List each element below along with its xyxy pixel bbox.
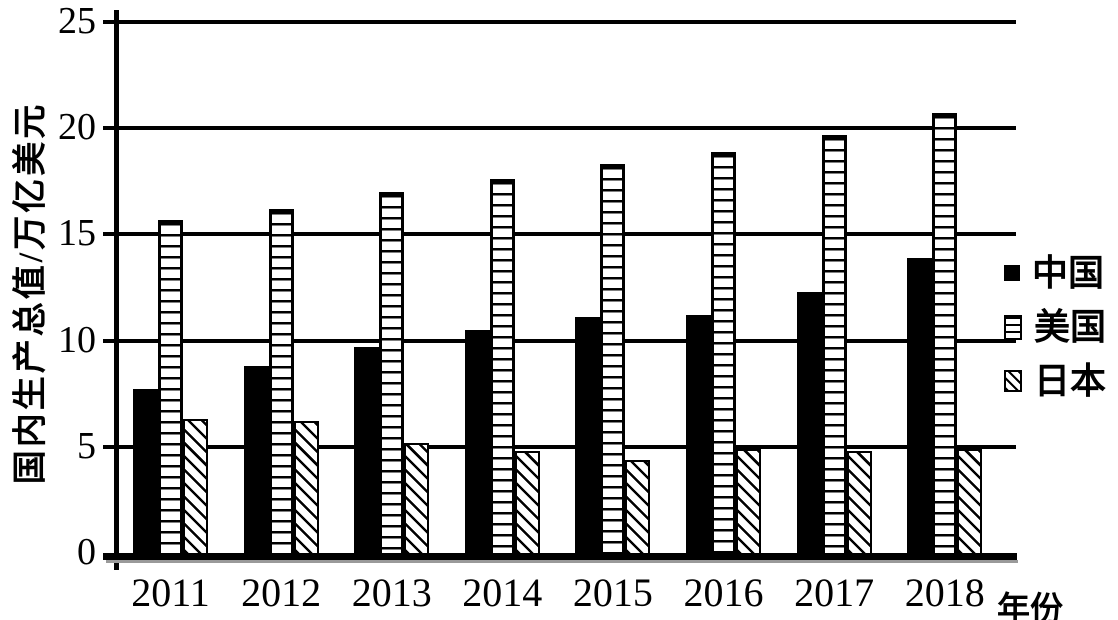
bar-china-2018 bbox=[907, 257, 933, 553]
legend-label-china: 中国 bbox=[1032, 253, 1105, 293]
gridline-20 bbox=[103, 126, 1016, 131]
legend-label-usa: 美国 bbox=[1034, 307, 1107, 347]
x-tick-label-2013: 2013 bbox=[351, 570, 432, 615]
legend: 中国 美国 日本 bbox=[1004, 246, 1106, 408]
x-axis-shadow bbox=[106, 560, 1018, 563]
bar-japan-2017 bbox=[846, 451, 872, 553]
gridline-25 bbox=[103, 20, 1016, 24]
bar-china-2012 bbox=[243, 366, 269, 553]
y-tick-label-25: 25 bbox=[58, 0, 96, 43]
bar-usa-2014 bbox=[489, 179, 515, 553]
bar-usa-2018 bbox=[932, 113, 958, 553]
y-tick-label-15: 15 bbox=[58, 212, 96, 255]
y-tick-label-10: 10 bbox=[58, 318, 96, 361]
bar-usa-2015 bbox=[600, 164, 626, 553]
bar-usa-2011 bbox=[158, 219, 183, 553]
bar-china-2014 bbox=[464, 329, 490, 553]
bar-china-2016 bbox=[686, 315, 711, 553]
bar-usa-2013 bbox=[379, 191, 405, 553]
legend-item-japan: 日本 bbox=[1004, 354, 1106, 408]
x-tick-label-2014: 2014 bbox=[462, 570, 543, 615]
bar-china-2015 bbox=[575, 317, 601, 553]
bar-usa-2012 bbox=[268, 208, 294, 553]
x-tick-label-2015: 2015 bbox=[572, 570, 653, 615]
x-tick-label-2016: 2016 bbox=[683, 570, 764, 615]
usa-hstripe-swatch-icon bbox=[1004, 314, 1022, 340]
japan-dstripe-swatch-icon bbox=[1004, 370, 1022, 392]
legend-item-usa: 美国 bbox=[1004, 300, 1106, 354]
bar-china-2017 bbox=[796, 291, 822, 553]
bar-japan-2014 bbox=[514, 451, 540, 553]
bar-japan-2013 bbox=[404, 442, 430, 553]
bar-china-2013 bbox=[354, 346, 380, 553]
bar-japan-2016 bbox=[736, 448, 761, 553]
bar-japan-2012 bbox=[293, 421, 319, 553]
bar-china-2011 bbox=[133, 389, 158, 553]
bar-japan-2011 bbox=[183, 419, 208, 553]
x-tick-label-2011: 2011 bbox=[131, 570, 210, 615]
x-tick-label-2017: 2017 bbox=[794, 570, 875, 615]
y-axis-line bbox=[114, 10, 119, 570]
bar-japan-2015 bbox=[625, 459, 651, 553]
china-solid-swatch-icon bbox=[1004, 265, 1020, 281]
x-axis-line bbox=[103, 553, 1017, 560]
legend-label-japan: 日本 bbox=[1034, 361, 1107, 401]
legend-item-china: 中国 bbox=[1004, 246, 1106, 300]
gridline-5 bbox=[103, 444, 1016, 449]
bar-usa-2017 bbox=[821, 134, 847, 553]
gridline-10 bbox=[103, 338, 1016, 343]
y-tick-label-0: 0 bbox=[77, 531, 96, 574]
bar-japan-2018 bbox=[957, 448, 983, 553]
x-axis-title: 年份 bbox=[997, 592, 1063, 620]
x-tick-label-2012: 2012 bbox=[241, 570, 322, 615]
bar-usa-2016 bbox=[711, 151, 736, 553]
y-tick-label-5: 5 bbox=[77, 425, 96, 468]
x-tick-label-2018: 2018 bbox=[904, 570, 985, 615]
gridline-15 bbox=[103, 232, 1016, 237]
y-tick-label-20: 20 bbox=[58, 106, 96, 149]
